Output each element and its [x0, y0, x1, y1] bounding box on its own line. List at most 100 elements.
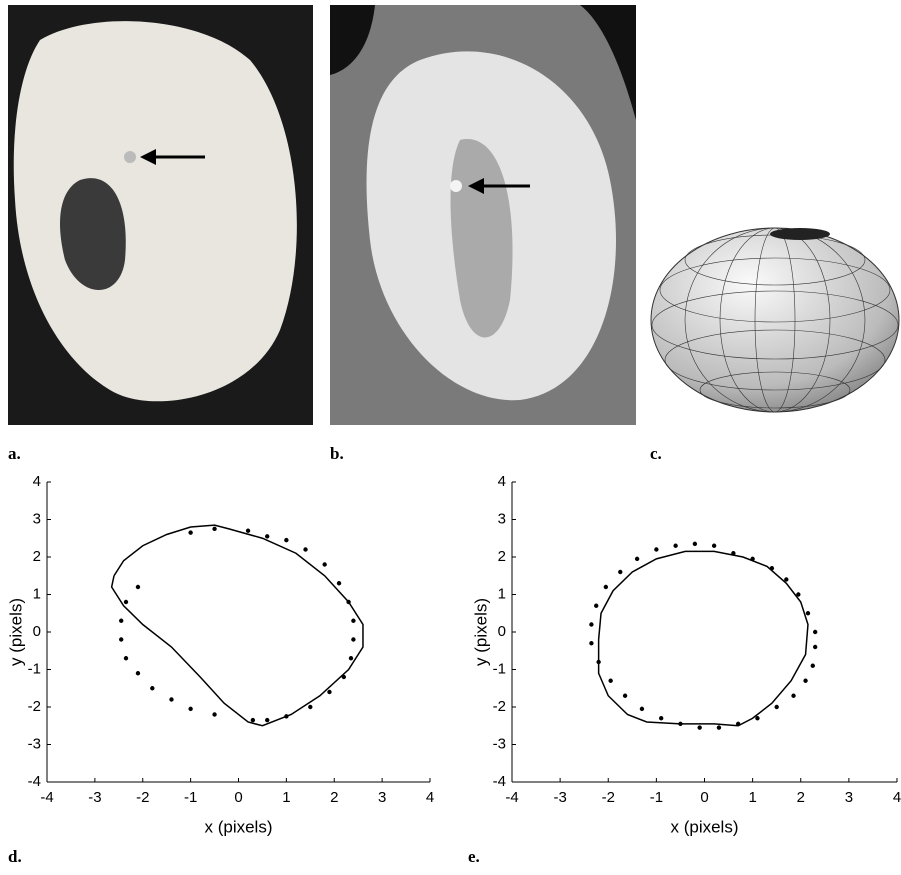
data-point — [212, 527, 216, 531]
y-tick-label: -2 — [28, 698, 41, 715]
data-point — [351, 637, 355, 641]
data-point — [736, 722, 740, 726]
panel-label: b. — [330, 444, 344, 463]
y-tick-label: 0 — [33, 623, 41, 640]
data-point — [136, 671, 140, 675]
data-point — [673, 544, 677, 548]
data-point — [811, 664, 815, 668]
y-tick-label: 2 — [33, 548, 41, 565]
y-tick-label: 0 — [498, 623, 506, 640]
data-point — [604, 585, 608, 589]
data-point — [635, 557, 639, 561]
data-point — [303, 547, 307, 551]
data-point — [755, 716, 759, 720]
x-tick-label: 4 — [893, 789, 901, 806]
x-tick-label: 0 — [234, 789, 242, 806]
x-tick-label: 3 — [845, 789, 853, 806]
x-tick-label: 2 — [797, 789, 805, 806]
x-tick-label: 1 — [748, 789, 756, 806]
data-point — [813, 630, 817, 634]
x-tick-label: -2 — [136, 789, 149, 806]
data-point — [697, 725, 701, 729]
data-point — [169, 697, 173, 701]
fit-curve — [112, 525, 363, 726]
photo-a — [8, 5, 313, 425]
x-tick-label: -4 — [505, 789, 518, 806]
data-point — [774, 705, 778, 709]
data-point — [188, 530, 192, 534]
y-tick-label: -2 — [493, 698, 506, 715]
panel-label: d. — [8, 847, 22, 866]
y-tick-label: -3 — [493, 735, 506, 752]
data-point — [596, 660, 600, 664]
data-point — [640, 707, 644, 711]
data-point — [717, 725, 721, 729]
x-tick-label: -4 — [40, 789, 53, 806]
data-point — [803, 679, 807, 683]
x-tick-label: 2 — [330, 789, 338, 806]
ellipsoid-c — [651, 228, 899, 412]
figure: a. b. c. -4 -3 -2 -1 0 1 2 3 4 -4 -3 -2 -1 0 1 2 3 4 x (pi… — [0, 0, 901, 875]
data-point — [124, 600, 128, 604]
data-point — [212, 712, 216, 716]
y-tick-label: -4 — [28, 773, 41, 790]
data-point — [589, 641, 593, 645]
data-point — [284, 714, 288, 718]
x-tick-label: 4 — [426, 789, 434, 806]
y-tick-label: -4 — [493, 773, 506, 790]
data-point — [251, 718, 255, 722]
data-point — [731, 551, 735, 555]
data-point — [623, 694, 627, 698]
data-point — [806, 611, 810, 615]
y-tick-label: 3 — [33, 510, 41, 527]
data-point — [654, 547, 658, 551]
data-point — [265, 718, 269, 722]
y-tick-label: -3 — [28, 735, 41, 752]
data-point — [813, 645, 817, 649]
data-point — [693, 542, 697, 546]
panel-label: e. — [468, 847, 480, 866]
x-tick-label: -3 — [553, 789, 566, 806]
x-tick-label: 3 — [378, 789, 386, 806]
y-tick-label: 2 — [498, 548, 506, 565]
x-axis-label: x (pixels) — [670, 817, 738, 836]
panel-label: c. — [650, 444, 662, 463]
data-point — [188, 707, 192, 711]
data-point — [265, 534, 269, 538]
data-point — [594, 604, 598, 608]
x-tick-label: -3 — [88, 789, 101, 806]
data-point — [284, 538, 288, 542]
data-point — [308, 705, 312, 709]
panel-label: a. — [8, 444, 21, 463]
data-point — [659, 716, 663, 720]
data-point — [322, 562, 326, 566]
data-point — [791, 694, 795, 698]
y-tick-label: 1 — [33, 585, 41, 602]
y-axis-label: y (pixels) — [6, 598, 25, 666]
data-point — [124, 656, 128, 660]
y-tick-label: 3 — [498, 510, 506, 527]
data-point — [589, 622, 593, 626]
y-tick-label: 4 — [498, 473, 506, 490]
y-tick-label: 4 — [33, 473, 41, 490]
data-point — [346, 600, 350, 604]
y-tick-label: -1 — [28, 660, 41, 677]
data-point — [678, 722, 682, 726]
data-point — [327, 690, 331, 694]
x-axis-label: x (pixels) — [204, 817, 272, 836]
data-point — [342, 675, 346, 679]
data-point — [608, 679, 612, 683]
data-point — [712, 544, 716, 548]
x-tick-label: -2 — [602, 789, 615, 806]
data-point — [796, 592, 800, 596]
y-axis-label: y (pixels) — [471, 598, 490, 666]
x-tick-label: 1 — [282, 789, 290, 806]
data-point — [150, 686, 154, 690]
data-point — [784, 577, 788, 581]
data-point — [119, 637, 123, 641]
fit-curve — [599, 551, 808, 725]
x-tick-label: -1 — [184, 789, 197, 806]
data-point — [136, 585, 140, 589]
x-tick-label: 0 — [700, 789, 708, 806]
x-tick-label: -1 — [650, 789, 663, 806]
